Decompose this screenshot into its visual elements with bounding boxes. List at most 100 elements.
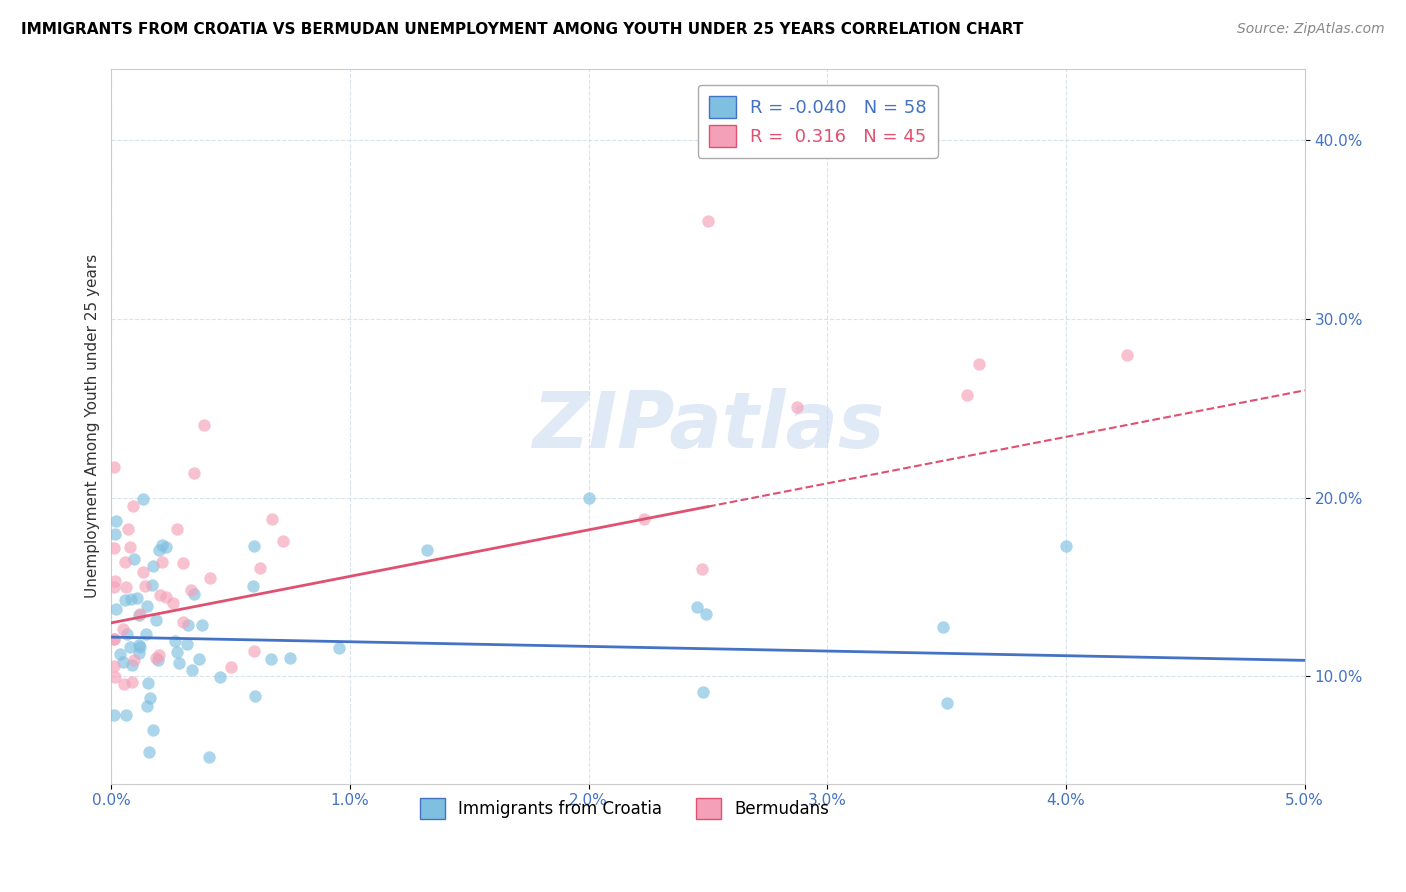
- Point: [103, 658, 125, 673]
- Point: [328, 640, 350, 655]
- Point: [121, 500, 143, 514]
- Point: [190, 618, 212, 632]
- Text: ZIPatlas: ZIPatlas: [531, 388, 884, 464]
- Point: [105, 514, 128, 528]
- Point: [183, 587, 205, 601]
- Point: [118, 540, 141, 554]
- Point: [242, 579, 264, 593]
- Point: [103, 632, 125, 647]
- Point: [145, 613, 167, 627]
- Point: [104, 574, 127, 588]
- Point: [128, 607, 150, 622]
- Point: [969, 357, 991, 371]
- Point: [122, 552, 145, 566]
- Point: [187, 652, 209, 666]
- Point: [131, 566, 153, 580]
- Point: [956, 388, 979, 402]
- Y-axis label: Unemployment Among Youth under 25 years: Unemployment Among Youth under 25 years: [86, 254, 100, 599]
- Point: [243, 539, 266, 553]
- Point: [139, 691, 162, 706]
- Point: [134, 579, 156, 593]
- Point: [103, 541, 125, 555]
- Point: [141, 577, 163, 591]
- Point: [152, 555, 174, 569]
- Point: [104, 670, 127, 684]
- Point: [208, 670, 231, 684]
- Point: [115, 627, 138, 641]
- Point: [633, 512, 655, 526]
- Point: [129, 640, 152, 654]
- Point: [172, 556, 194, 570]
- Point: [1054, 539, 1077, 553]
- Point: [149, 588, 172, 602]
- Point: [578, 491, 600, 505]
- Point: [103, 580, 125, 594]
- Point: [193, 417, 215, 432]
- Point: [197, 750, 219, 764]
- Point: [120, 591, 142, 606]
- Point: [219, 660, 242, 674]
- Point: [695, 607, 717, 622]
- Point: [148, 648, 170, 662]
- Point: [692, 685, 714, 699]
- Point: [145, 651, 167, 665]
- Point: [278, 650, 301, 665]
- Point: [935, 696, 957, 710]
- Point: [931, 620, 953, 634]
- Point: [162, 596, 184, 610]
- Point: [142, 558, 165, 573]
- Point: [1116, 348, 1139, 362]
- Point: [155, 591, 177, 605]
- Point: [142, 723, 165, 738]
- Point: [697, 213, 720, 227]
- Point: [112, 677, 135, 691]
- Point: [786, 401, 808, 415]
- Point: [121, 675, 143, 690]
- Point: [136, 675, 159, 690]
- Point: [165, 634, 187, 648]
- Point: [104, 602, 127, 616]
- Point: [138, 745, 160, 759]
- Point: [121, 657, 143, 672]
- Point: [183, 467, 205, 481]
- Point: [127, 591, 149, 606]
- Point: [117, 523, 139, 537]
- Point: [122, 652, 145, 666]
- Point: [416, 542, 439, 557]
- Point: [103, 632, 125, 646]
- Point: [243, 689, 266, 703]
- Point: [114, 592, 136, 607]
- Point: [242, 643, 264, 657]
- Point: [108, 647, 131, 661]
- Point: [262, 512, 284, 526]
- Point: [114, 555, 136, 569]
- Text: Source: ZipAtlas.com: Source: ZipAtlas.com: [1237, 22, 1385, 37]
- Point: [103, 460, 125, 475]
- Point: [129, 607, 152, 621]
- Point: [155, 540, 177, 554]
- Point: [177, 617, 200, 632]
- Point: [146, 653, 169, 667]
- Point: [112, 623, 135, 637]
- Legend: Immigrants from Croatia, Bermudans: Immigrants from Croatia, Bermudans: [413, 792, 835, 825]
- Point: [120, 640, 142, 654]
- Point: [690, 562, 713, 576]
- Point: [260, 651, 283, 665]
- Point: [114, 581, 136, 595]
- Point: [166, 522, 188, 536]
- Point: [104, 527, 127, 541]
- Point: [167, 657, 190, 671]
- Point: [249, 561, 271, 575]
- Point: [114, 708, 136, 723]
- Point: [181, 663, 204, 677]
- Point: [166, 645, 188, 659]
- Point: [128, 646, 150, 660]
- Point: [685, 600, 707, 615]
- Point: [135, 627, 157, 641]
- Point: [200, 571, 222, 585]
- Point: [172, 615, 194, 629]
- Point: [112, 655, 135, 669]
- Point: [271, 533, 294, 548]
- Point: [176, 637, 198, 651]
- Point: [148, 543, 170, 558]
